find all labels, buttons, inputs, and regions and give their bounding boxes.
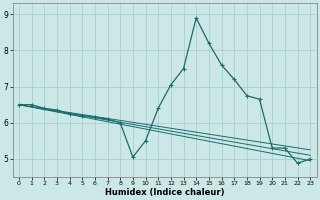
X-axis label: Humidex (Indice chaleur): Humidex (Indice chaleur)	[105, 188, 224, 197]
